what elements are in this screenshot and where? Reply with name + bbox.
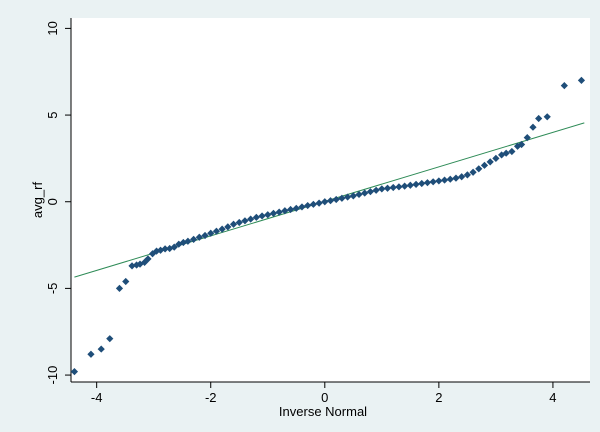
y-tick-label: 5 [45,111,60,118]
data-point [463,171,471,179]
data-point [543,113,551,121]
data-point [87,350,95,358]
data-point [366,188,375,196]
data-point [435,177,443,185]
data-point [122,277,130,286]
data-point [315,199,323,207]
data-point [529,123,537,131]
data-point [106,335,114,343]
x-tick-label: 0 [321,390,328,405]
data-point [486,158,494,166]
data-point [286,205,295,214]
x-axis-label: Inverse Normal [279,404,367,419]
data-point [309,200,317,208]
data-point [281,207,289,215]
data-point [229,220,238,228]
data-point [170,243,178,251]
data-point [70,368,79,376]
data-point [383,184,392,192]
axes: -10 -5 0 5 10 -4 -2 0 2 4 [45,18,590,405]
data-point [201,231,209,240]
data-point [264,211,272,219]
data-point [235,218,243,227]
data-point [469,168,477,176]
y-axis-label: avg_rf [30,182,45,219]
data-point [140,258,149,266]
data-point [195,233,203,241]
data-point [480,161,489,169]
data-point [517,140,526,149]
data-point [523,134,531,142]
data-point [395,183,403,191]
data-point [535,114,543,123]
x-tick-label: -4 [91,390,103,405]
data-point [161,245,169,253]
data-point [218,225,226,233]
data-point [440,176,449,184]
data-point [412,180,420,188]
data-point [207,229,215,237]
data-point [458,173,466,181]
data-point [355,190,363,199]
data-point [423,179,432,187]
data-point [252,213,260,221]
data-point [241,217,249,225]
data-point [304,201,312,210]
x-tick-label: 4 [549,390,556,405]
data-point [372,186,380,194]
data-point [184,237,192,245]
x-tick-label: 2 [435,390,442,405]
data-point [475,165,483,173]
data-point [224,223,232,231]
y-tick-label: 10 [45,21,60,35]
data-point [144,255,152,263]
data-point [361,189,369,197]
data-point [492,154,500,162]
y-tick-label: -5 [45,283,60,295]
data-point [332,195,340,204]
data-point [406,181,414,189]
data-point [275,208,283,216]
x-tick-label: -2 [205,390,217,405]
data-point [190,235,198,243]
data-point [508,147,516,156]
data-point [326,197,335,205]
data-point [97,345,105,353]
data-point [389,183,397,192]
data-point [321,198,329,206]
y-tick-label: -10 [45,366,60,385]
data-point [292,204,300,212]
data-point [418,179,426,188]
data-point [452,174,460,182]
data-point [560,82,568,90]
data-point [502,149,510,157]
data-point [212,227,221,235]
data-points-group [70,76,586,376]
data-point [136,260,144,268]
data-point [349,192,357,200]
data-point [258,212,266,220]
data-point [401,182,409,190]
data-point [429,178,437,186]
data-point [577,76,586,84]
data-point [298,203,306,211]
data-point [446,175,454,183]
data-point [338,194,346,202]
data-point [513,142,522,150]
data-point [269,209,278,217]
data-point [378,185,386,193]
y-tick-label: 0 [45,198,60,205]
data-point [497,151,506,159]
data-point [128,262,136,270]
data-point [247,215,255,223]
data-point [115,284,124,292]
data-point [344,193,352,201]
